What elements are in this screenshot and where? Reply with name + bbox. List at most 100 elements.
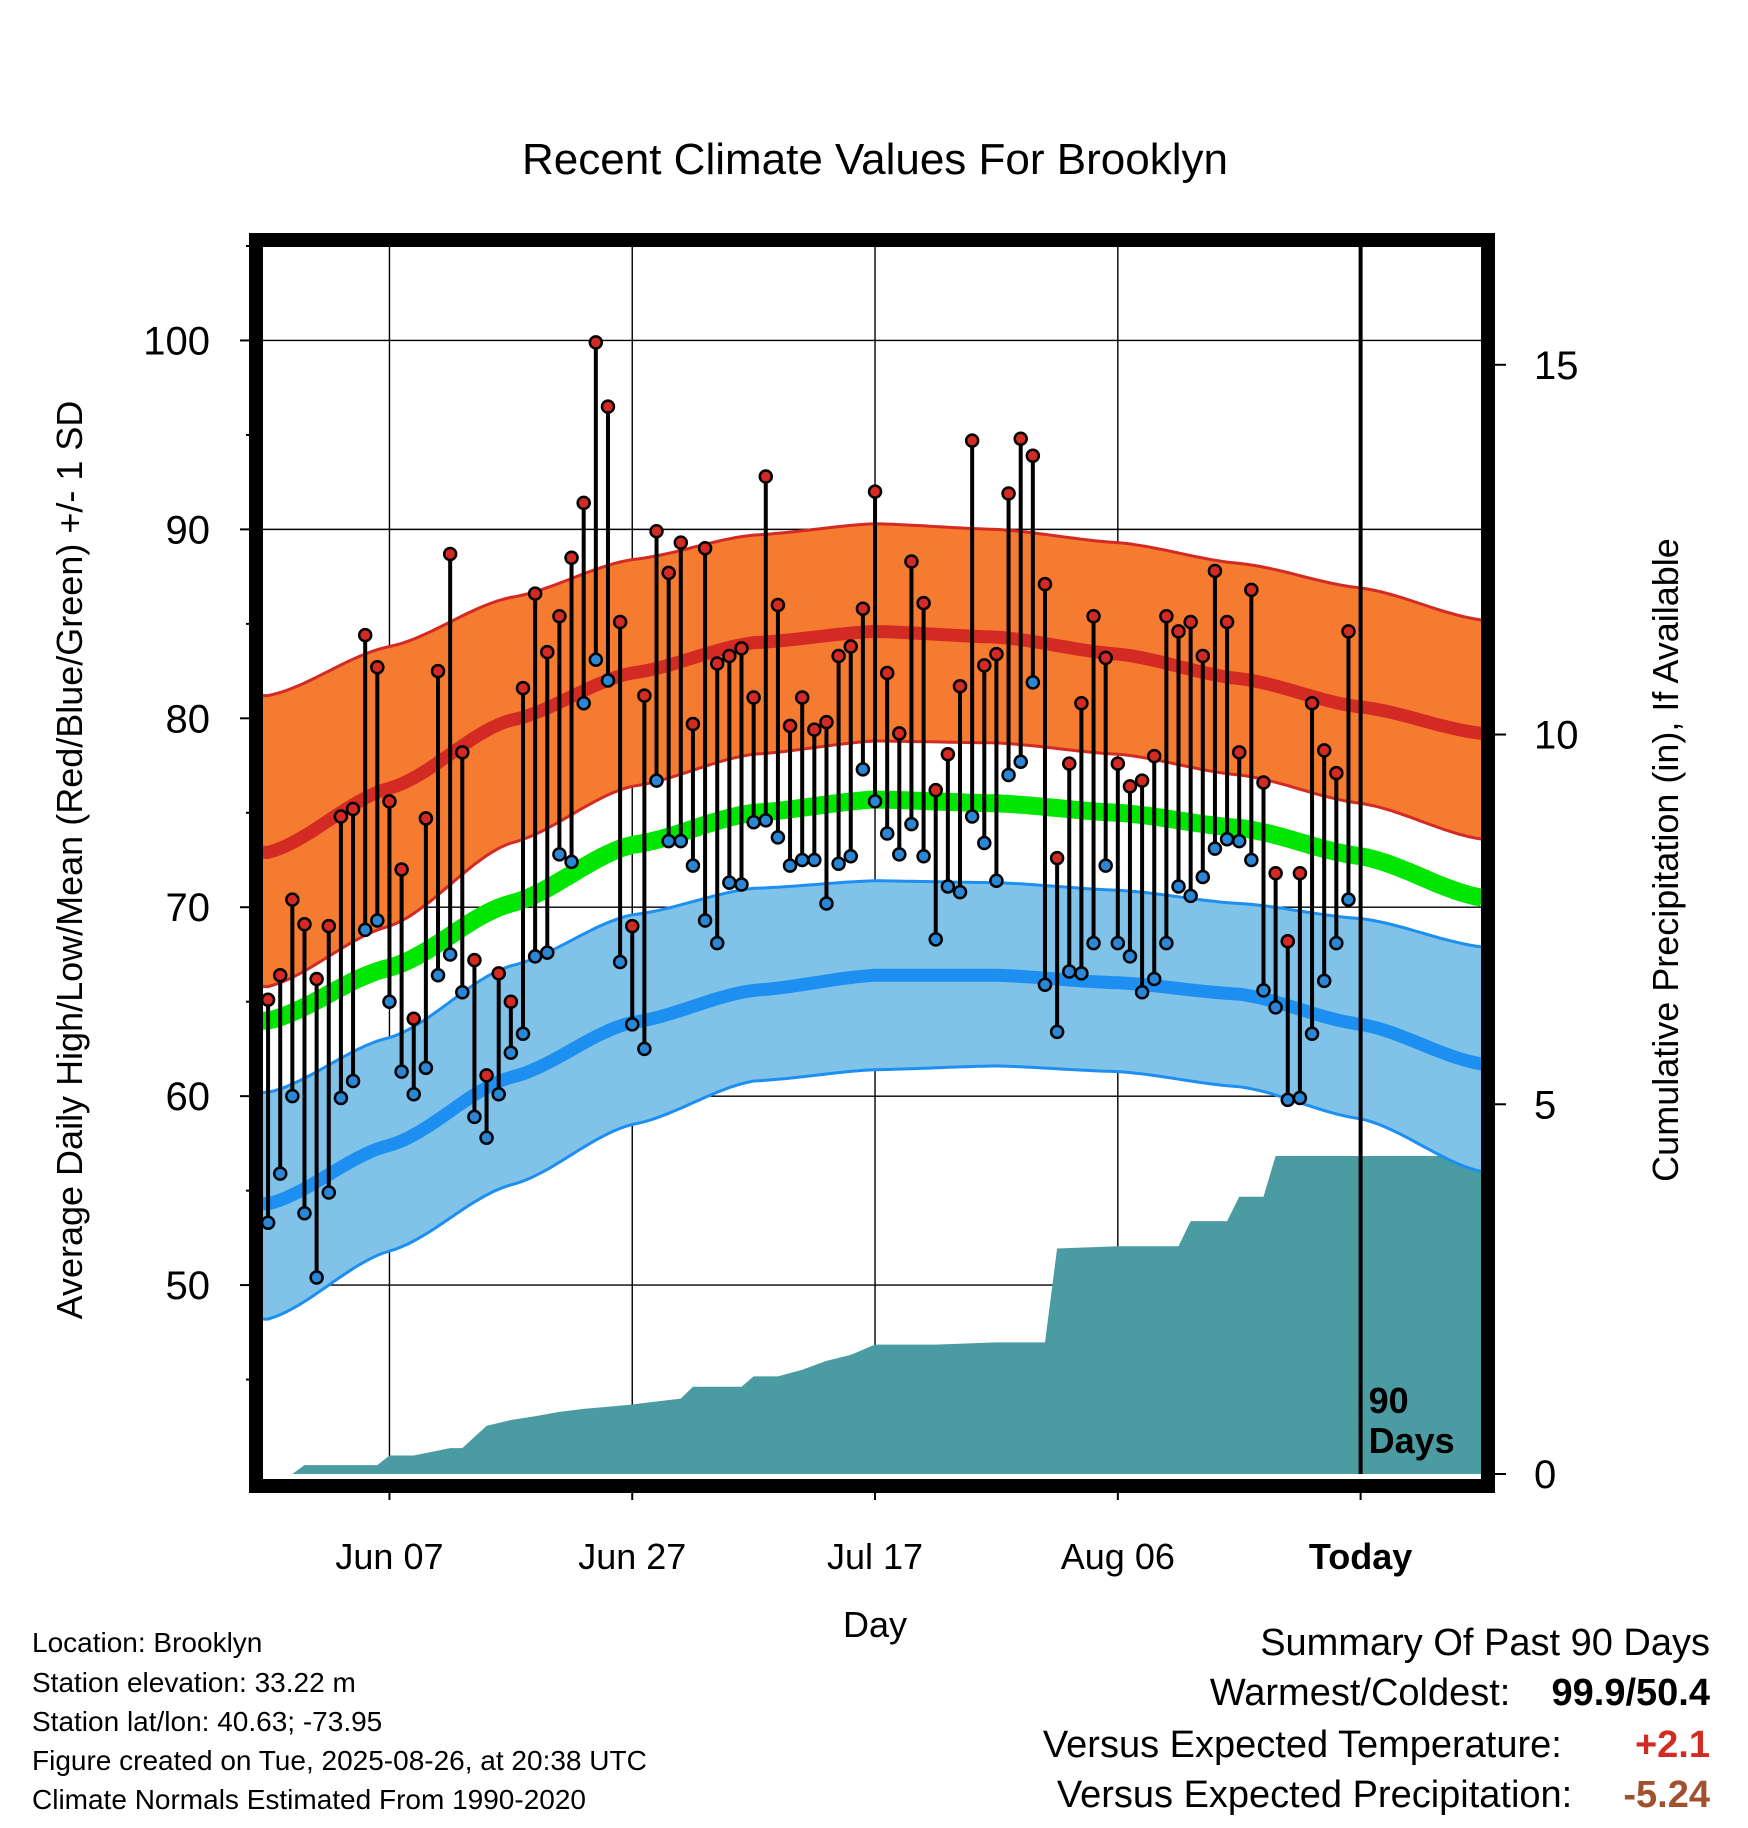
low-point (1122, 949, 1138, 964)
footer-elevation: Station elevation: 33.22 m (32, 1667, 356, 1698)
high-point (1146, 748, 1162, 764)
low-point (661, 833, 676, 849)
high-point (479, 1068, 494, 1083)
high-point (807, 722, 822, 737)
low-point (819, 896, 834, 911)
high-point (1122, 779, 1138, 794)
low-point (1207, 841, 1223, 856)
x-tick-label: Jul 17 (827, 1536, 923, 1577)
high-point (1280, 933, 1296, 949)
high-point (685, 716, 701, 732)
high-point (1098, 650, 1113, 666)
high-point (782, 718, 798, 734)
y2-tick-label: 10 (1534, 714, 1579, 758)
low-point (940, 879, 956, 894)
footer-normals: Climate Normals Estimated From 1990-2020 (32, 1784, 586, 1815)
summary-warmest-row: Warmest/Coldest: 99.9/50.4 (1209, 1672, 1710, 1714)
high-point (649, 524, 664, 539)
today-marker-label: 90 (1369, 1380, 1409, 1421)
high-point (540, 644, 555, 660)
high-point (661, 565, 676, 581)
high-point (309, 971, 324, 987)
high-point (952, 678, 968, 694)
high-point (418, 811, 434, 826)
low-point (1086, 935, 1101, 951)
high-point (892, 726, 907, 741)
high-point (515, 680, 531, 696)
low-point (1195, 869, 1211, 885)
low-point (430, 967, 446, 983)
low-point (1013, 754, 1028, 770)
low-point (370, 913, 385, 928)
low-point (1001, 767, 1016, 783)
high-point (879, 665, 895, 681)
low-point (1171, 879, 1186, 894)
high-point (758, 469, 774, 484)
high-point (867, 484, 883, 499)
high-point (576, 495, 591, 511)
high-point (370, 660, 385, 675)
low-point (782, 858, 798, 873)
high-point (746, 690, 761, 705)
low-point (262, 1215, 276, 1230)
low-point (904, 816, 919, 832)
high-point (624, 918, 640, 934)
high-point (467, 952, 482, 968)
summary-temp-value: +2.1 (1634, 1724, 1710, 1766)
low-point (1268, 1000, 1283, 1015)
low-point (1231, 833, 1247, 849)
high-point (345, 801, 361, 817)
high-point (1049, 850, 1065, 866)
high-point (527, 586, 543, 601)
summary-warmest-value: 99.9 (1551, 1672, 1626, 1714)
low-point (1256, 983, 1271, 998)
low-point (455, 984, 470, 1000)
low-point (272, 1166, 288, 1181)
high-point (297, 916, 312, 932)
low-point (442, 947, 458, 962)
high-point (321, 918, 337, 934)
summary-warmest-label: Warmest/Coldest: (1209, 1672, 1511, 1714)
low-point (309, 1270, 324, 1285)
high-point (697, 541, 713, 556)
y-tick-label: 100 (143, 319, 210, 363)
high-point (855, 601, 871, 616)
low-point (952, 884, 968, 900)
high-point (1074, 695, 1089, 711)
high-point (262, 992, 276, 1008)
y-axis-label: Average Daily High/Low/Mean (Red/Blue/Gr… (49, 401, 90, 1320)
x-tick-label: Today (1309, 1536, 1412, 1577)
low-point (1074, 966, 1089, 981)
low-point (491, 1087, 506, 1102)
high-upper-edge (262, 522, 1482, 698)
low-point (515, 1026, 531, 1042)
high-point (1134, 773, 1150, 788)
high-point (709, 656, 725, 671)
high-point (564, 550, 579, 565)
high-point (272, 967, 288, 983)
high-point (394, 862, 409, 877)
low-point (746, 814, 761, 830)
high-point (977, 658, 992, 673)
high-point (989, 646, 1004, 662)
high-point (491, 966, 506, 981)
low-point (357, 922, 373, 938)
high-point (1256, 775, 1271, 790)
low-point (807, 852, 822, 868)
low-point (867, 794, 883, 809)
low-point (964, 809, 980, 824)
summary-temp-row: Versus Expected Temperature: +2.1 (1043, 1724, 1710, 1767)
low-point (382, 994, 397, 1009)
low-point (977, 835, 992, 851)
low-point (928, 932, 943, 947)
high-point (734, 641, 749, 656)
low-point (649, 773, 664, 788)
high-point (552, 609, 567, 624)
y2-tick-label: 15 (1534, 344, 1579, 388)
low-point (564, 854, 579, 870)
low-point (1098, 858, 1113, 873)
low-point (406, 1087, 421, 1102)
high-point (916, 595, 931, 611)
low-point (321, 1185, 337, 1200)
